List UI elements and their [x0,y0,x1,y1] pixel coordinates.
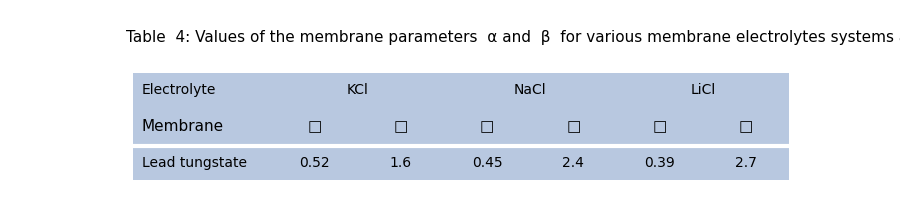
Text: □: □ [566,119,580,134]
Text: □: □ [652,119,667,134]
Text: Electrolyte: Electrolyte [142,83,216,97]
Text: □: □ [480,119,494,134]
Text: □: □ [739,119,753,134]
FancyBboxPatch shape [133,73,789,180]
Text: □: □ [393,119,408,134]
Text: 1.6: 1.6 [390,156,412,170]
Text: □: □ [308,119,322,134]
Text: 2.4: 2.4 [562,156,584,170]
Text: 0.45: 0.45 [472,156,502,170]
Text: Lead tungstate: Lead tungstate [142,156,247,170]
Text: 0.52: 0.52 [300,156,330,170]
Text: KCl: KCl [346,83,369,97]
Text: LiCl: LiCl [690,83,716,97]
Text: 0.39: 0.39 [644,156,675,170]
Text: NaCl: NaCl [514,83,546,97]
Text: Table  4: Values of the membrane parameters  α and  β  for various membrane elec: Table 4: Values of the membrane paramete… [126,30,900,45]
Text: 2.7: 2.7 [735,156,757,170]
Text: Membrane: Membrane [142,119,224,134]
